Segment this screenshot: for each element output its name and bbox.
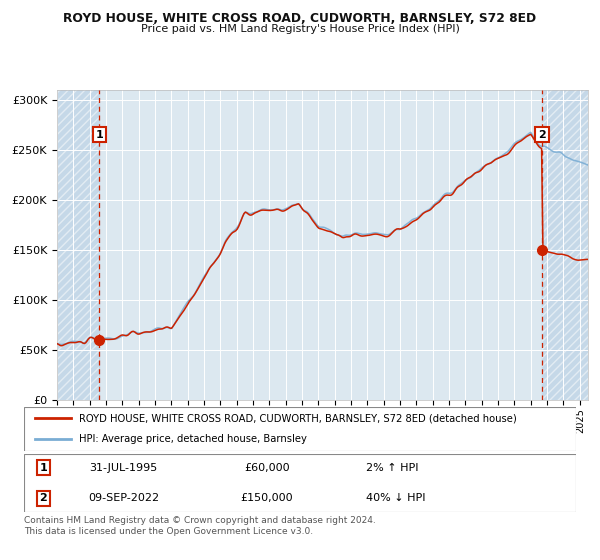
Text: HPI: Average price, detached house, Barnsley: HPI: Average price, detached house, Barn… [79,435,307,445]
Text: 31-JUL-1995: 31-JUL-1995 [89,463,157,473]
Text: 2: 2 [538,130,546,139]
Text: Price paid vs. HM Land Registry's House Price Index (HPI): Price paid vs. HM Land Registry's House … [140,24,460,34]
Bar [57,90,99,400]
FancyBboxPatch shape [24,454,576,512]
Text: ROYD HOUSE, WHITE CROSS ROAD, CUDWORTH, BARNSLEY, S72 8ED: ROYD HOUSE, WHITE CROSS ROAD, CUDWORTH, … [64,12,536,25]
Text: £150,000: £150,000 [241,493,293,503]
FancyBboxPatch shape [24,407,576,451]
Bar [542,90,588,400]
Text: Contains HM Land Registry data © Crown copyright and database right 2024.
This d: Contains HM Land Registry data © Crown c… [24,516,376,536]
Text: 1: 1 [40,463,47,473]
Text: ROYD HOUSE, WHITE CROSS ROAD, CUDWORTH, BARNSLEY, S72 8ED (detached house): ROYD HOUSE, WHITE CROSS ROAD, CUDWORTH, … [79,413,517,423]
Text: 40% ↓ HPI: 40% ↓ HPI [366,493,426,503]
Text: £60,000: £60,000 [244,463,290,473]
Text: 1: 1 [95,130,103,139]
Bar [542,90,588,400]
Bar [57,90,99,400]
Text: 2% ↑ HPI: 2% ↑ HPI [366,463,419,473]
Text: 2: 2 [40,493,47,503]
Text: 09-SEP-2022: 09-SEP-2022 [88,493,159,503]
